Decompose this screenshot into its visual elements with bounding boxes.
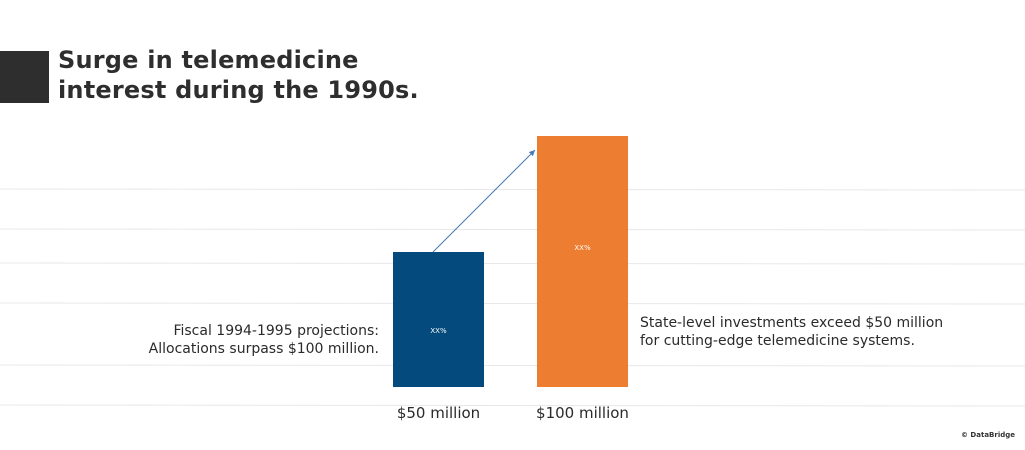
gridline bbox=[0, 188, 1025, 191]
annotation-left: Fiscal 1994-1995 projections: Allocation… bbox=[148, 323, 379, 357]
gridline bbox=[0, 404, 1025, 407]
growth-arrow bbox=[432, 149, 536, 253]
gridline bbox=[0, 364, 1025, 367]
category-label: $100 million bbox=[536, 404, 629, 422]
gridlines bbox=[0, 188, 1025, 407]
title-line-1: Surge in telemedicine bbox=[58, 46, 359, 74]
bar-data-label: XX% bbox=[574, 244, 591, 252]
gridline bbox=[0, 262, 1025, 265]
gridline bbox=[0, 302, 1025, 305]
annotation-right: State-level investments exceed $50 milli… bbox=[640, 315, 944, 349]
title-line-2: interest during the 1990s. bbox=[58, 76, 419, 104]
bar-2 bbox=[537, 136, 628, 387]
category-label: $50 million bbox=[397, 404, 480, 422]
bar-data-label: XX% bbox=[430, 327, 447, 335]
title-accent-block bbox=[0, 51, 49, 103]
page-title: Surge in telemedicine interest during th… bbox=[58, 45, 419, 105]
growth-arrow-line bbox=[432, 149, 536, 253]
bars: XX% $50 million XX% $100 million bbox=[393, 136, 629, 422]
bar-1 bbox=[393, 252, 484, 387]
gridline bbox=[0, 228, 1025, 231]
copyright: © DataBridge bbox=[961, 431, 1015, 439]
